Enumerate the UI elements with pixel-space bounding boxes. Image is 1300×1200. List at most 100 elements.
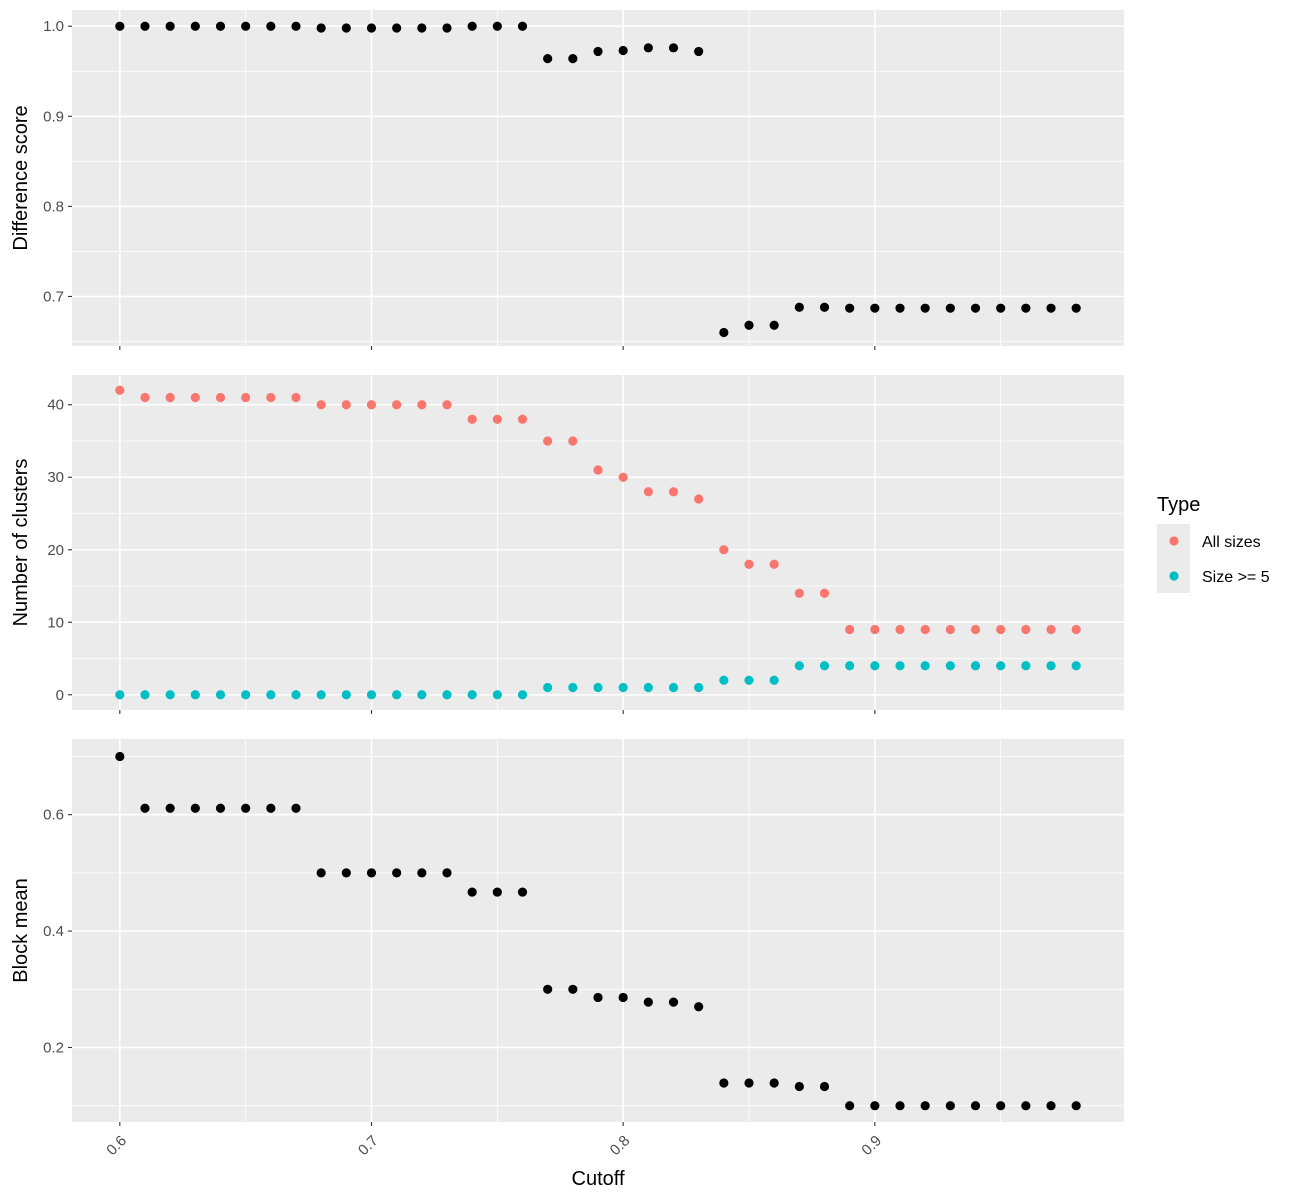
data-point xyxy=(870,624,880,635)
data-point xyxy=(492,690,502,700)
data-point xyxy=(140,690,150,700)
data-point xyxy=(543,984,553,994)
data-point xyxy=(593,992,603,1003)
series-size-5 xyxy=(115,661,1081,700)
data-point xyxy=(442,868,452,878)
data-point xyxy=(140,803,150,813)
legend-label-all-sizes: All sizes xyxy=(1202,534,1261,551)
data-point xyxy=(1071,1101,1081,1111)
data-point xyxy=(366,690,377,700)
data-point xyxy=(593,46,603,57)
data-point xyxy=(266,21,276,31)
data-point xyxy=(165,803,175,813)
data-point xyxy=(341,868,351,878)
data-point xyxy=(291,392,301,403)
data-point xyxy=(241,392,251,403)
data-point xyxy=(568,682,578,693)
data-point xyxy=(895,661,905,671)
data-point xyxy=(895,1101,905,1111)
data-point xyxy=(996,303,1006,313)
data-point xyxy=(694,494,704,504)
series-points xyxy=(115,21,1081,338)
legend-title: Type xyxy=(1157,494,1200,516)
series-all-sizes xyxy=(115,385,1081,635)
x-tick-label: 0.9 xyxy=(858,1132,885,1159)
data-point xyxy=(794,1081,804,1092)
data-point xyxy=(668,43,679,53)
data-point xyxy=(190,21,200,31)
data-point xyxy=(1021,661,1031,671)
data-point xyxy=(392,868,402,878)
data-point xyxy=(1046,661,1056,671)
data-point xyxy=(1046,1101,1056,1111)
data-point xyxy=(794,588,804,598)
data-point xyxy=(845,303,855,313)
y-tick-label: 0.7 xyxy=(43,288,64,305)
x-axis: 0.6 0.7 0.8 0.9 xyxy=(103,1132,885,1159)
y-axis-title: Number of clusters xyxy=(10,459,32,627)
data-point xyxy=(492,21,502,31)
data-point xyxy=(215,392,226,403)
data-point xyxy=(241,21,251,31)
data-point xyxy=(266,690,276,700)
y-tick-label: 30 xyxy=(47,469,64,486)
data-point xyxy=(794,661,804,671)
data-point xyxy=(719,675,729,685)
data-point xyxy=(543,54,553,64)
data-point xyxy=(744,1078,754,1088)
data-point xyxy=(492,414,502,424)
y-tick-label: 0.2 xyxy=(43,1039,64,1056)
x-tick-label: 0.7 xyxy=(355,1132,382,1159)
data-point xyxy=(694,682,704,693)
y-tick-label: 10 xyxy=(47,614,64,631)
data-point xyxy=(165,392,175,403)
data-point xyxy=(568,436,578,446)
data-point xyxy=(643,997,653,1007)
data-point xyxy=(845,624,855,635)
y-axis-title: Difference score xyxy=(10,105,32,250)
data-point xyxy=(291,690,301,700)
data-point xyxy=(291,803,301,813)
data-point xyxy=(719,1078,729,1088)
data-point xyxy=(1046,624,1056,635)
data-point xyxy=(618,45,628,56)
data-point xyxy=(417,23,427,33)
data-point xyxy=(895,624,905,635)
data-point xyxy=(769,1078,779,1088)
data-point xyxy=(467,690,477,700)
data-point xyxy=(819,302,830,312)
data-point xyxy=(694,1002,704,1012)
data-point xyxy=(341,23,351,33)
data-point xyxy=(643,487,653,497)
data-point xyxy=(165,21,175,31)
data-point xyxy=(970,624,981,635)
data-point xyxy=(719,327,729,338)
y-axis-title: Block mean xyxy=(10,878,32,983)
data-point xyxy=(945,303,955,313)
data-point xyxy=(241,690,251,700)
data-point xyxy=(241,803,251,813)
data-point xyxy=(769,559,779,569)
data-point xyxy=(819,1081,830,1092)
data-point xyxy=(870,661,880,671)
data-point xyxy=(996,661,1006,671)
data-point xyxy=(744,675,754,685)
data-point xyxy=(794,302,804,312)
data-point xyxy=(115,21,125,31)
data-point xyxy=(517,21,528,31)
data-point xyxy=(517,690,528,700)
data-point xyxy=(568,54,578,64)
data-point xyxy=(769,320,779,330)
data-point xyxy=(618,682,628,693)
data-point xyxy=(442,690,452,700)
data-point xyxy=(442,400,452,410)
data-point xyxy=(115,385,125,395)
data-point xyxy=(1046,303,1056,313)
data-point xyxy=(719,545,729,555)
data-point xyxy=(392,23,402,33)
data-point xyxy=(593,465,603,475)
data-point xyxy=(819,661,830,671)
data-point xyxy=(517,414,528,424)
data-point xyxy=(618,472,628,482)
y-tick-label: 0.9 xyxy=(43,108,64,125)
